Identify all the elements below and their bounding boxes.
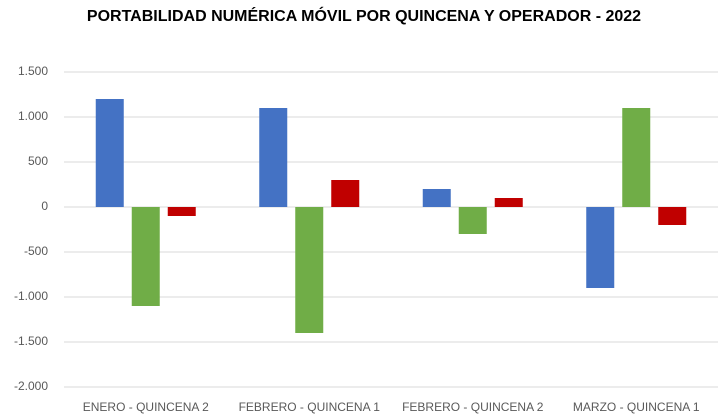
- y-tick-label: -500: [24, 244, 48, 258]
- y-tick-label: 500: [28, 154, 48, 168]
- y-tick-label: -1.000: [14, 289, 48, 303]
- x-tick-label: FEBRERO - QUINCENA 1: [239, 400, 381, 414]
- bar: [422, 189, 451, 207]
- x-tick-label: MARZO - QUINCENA 1: [573, 400, 700, 414]
- bar: [586, 207, 615, 288]
- bar: [622, 108, 651, 207]
- x-tick-label: ENERO - QUINCENA 2: [83, 400, 209, 414]
- bar: [131, 207, 160, 306]
- bar: [494, 198, 523, 207]
- bar: [295, 207, 324, 333]
- chart-title: PORTABILIDAD NUMÉRICA MÓVIL POR QUINCENA…: [87, 6, 641, 25]
- y-tick-label: 0: [41, 199, 48, 213]
- bar: [458, 207, 487, 234]
- bar: [331, 180, 360, 207]
- bar: [259, 108, 288, 207]
- y-tick-label: -1.500: [14, 334, 48, 348]
- x-tick-label: FEBRERO - QUINCENA 2: [402, 400, 544, 414]
- bar: [658, 207, 687, 225]
- bar: [167, 207, 196, 216]
- y-tick-label: 1.500: [18, 64, 48, 78]
- y-tick-label: -2.000: [14, 379, 48, 393]
- bar: [95, 99, 124, 207]
- y-tick-label: 1.000: [18, 109, 48, 123]
